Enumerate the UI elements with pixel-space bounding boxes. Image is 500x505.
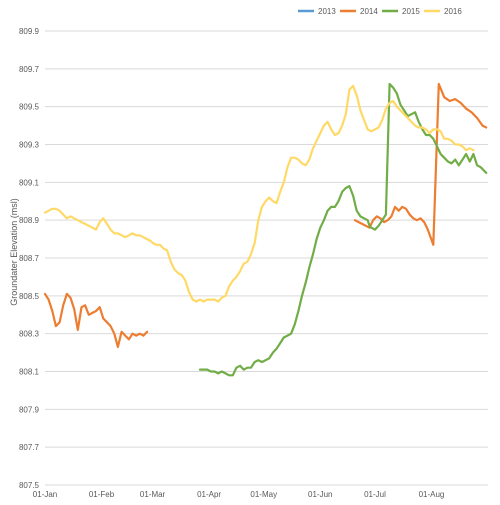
gridlines — [45, 30, 488, 486]
y-tick-label: 807.5 — [19, 481, 40, 490]
y-axis-tick-labels: 809.9 809.7 809.5 809.3 809.1 808.9 808.7 808.5… — [19, 27, 40, 490]
series-lines — [43, 82, 488, 377]
x-tick-label: 01-Jun — [308, 490, 332, 499]
x-tick-label: 01-Mar — [140, 490, 166, 499]
y-tick-label: 807.9 — [19, 405, 40, 414]
y-tick-label: 809.9 — [19, 27, 40, 36]
x-tick-label: 01-Apr — [197, 490, 221, 499]
y-tick-label: 809.1 — [19, 178, 40, 187]
x-tick-label: 01-May — [250, 490, 277, 499]
y-tick-label: 808.1 — [19, 368, 40, 377]
legend-label-2016: 2016 — [444, 7, 462, 16]
x-tick-label: 01-Jul — [364, 490, 386, 499]
x-tick-label: 01-Feb — [89, 490, 115, 499]
legend-label-2013: 2013 — [318, 7, 336, 16]
series-line-2014 — [43, 82, 488, 348]
y-tick-label: 809.5 — [19, 103, 40, 112]
x-tick-label: 01-Aug — [419, 490, 445, 499]
y-tick-label: 808.3 — [19, 330, 40, 339]
y-tick-label: 808.7 — [19, 254, 40, 263]
y-tick-label: 808.5 — [19, 292, 40, 301]
y-tick-label: 808.9 — [19, 216, 40, 225]
y-tick-label: 809.3 — [19, 141, 40, 150]
series-line-2016 — [43, 84, 475, 303]
legend-label-2015: 2015 — [402, 7, 420, 16]
y-tick-label: 809.7 — [19, 65, 40, 74]
x-tick-label: 01-Jan — [33, 490, 57, 499]
series-line-2015 — [198, 82, 488, 377]
x-axis-tick-labels: 01-Jan 01-Feb 01-Mar 01-Apr 01-May 01-Jun 01-J… — [33, 490, 445, 499]
y-axis-title: Groundater Elevation (msl) — [9, 198, 19, 306]
legend-label-2014: 2014 — [360, 7, 378, 16]
legend: 2013 2014 2015 2016 — [298, 7, 462, 16]
y-tick-label: 807.7 — [19, 443, 40, 452]
